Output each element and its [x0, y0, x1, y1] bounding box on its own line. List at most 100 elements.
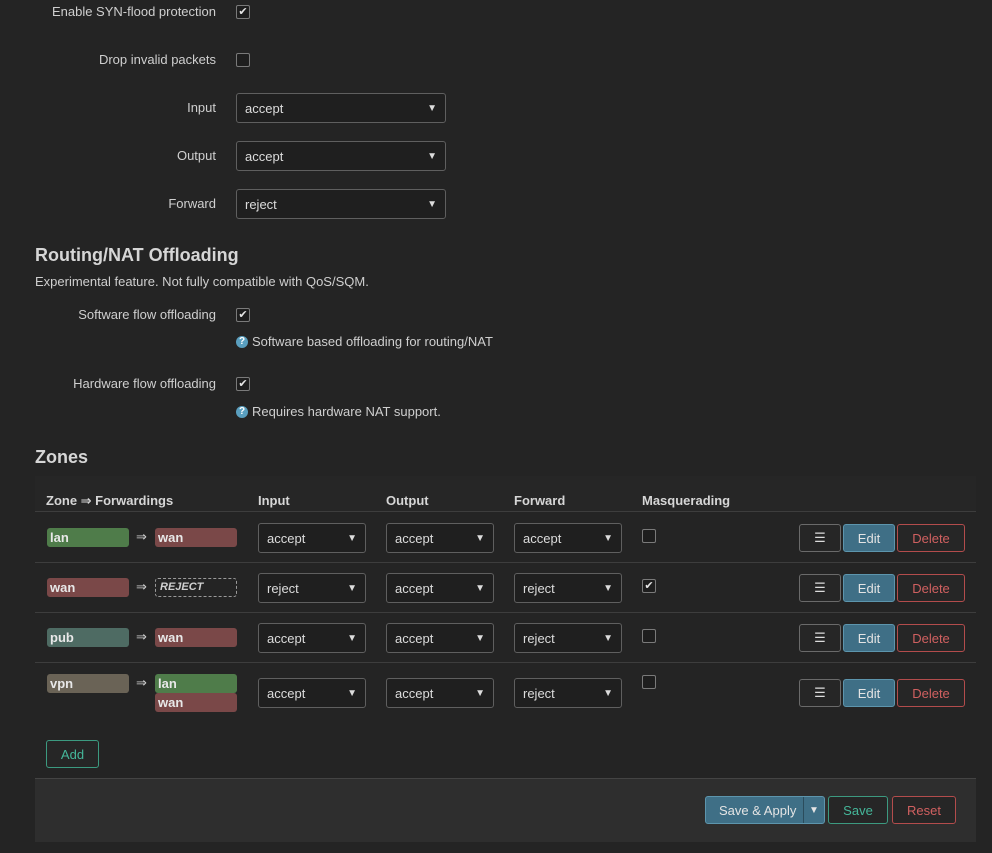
delete-zone-button[interactable]: Delete [897, 679, 965, 707]
forward-arrow-icon: ⇒ [136, 675, 147, 690]
caret-down-icon[interactable]: ▼ [803, 797, 824, 823]
col-zone-forwardings: Zone ⇒ Forwardings [46, 493, 174, 508]
edit-zone-button[interactable]: Edit [843, 524, 895, 552]
chevron-down-icon: ▼ [347, 532, 357, 544]
forward-policy-select[interactable]: reject ▼ [236, 189, 446, 219]
reset-button[interactable]: Reset [892, 796, 956, 824]
menu-icon[interactable]: ☰ [799, 624, 841, 652]
zone-forward-select[interactable]: reject ▼ [514, 623, 622, 653]
software-offloading-help-text: Software based offloading for routing/NA… [252, 334, 493, 349]
drop-invalid-checkbox[interactable] [236, 53, 250, 67]
zone-badge: pub [47, 628, 129, 647]
zones-table-header [35, 476, 976, 512]
output-policy-select[interactable]: accept ▼ [236, 141, 446, 171]
forward-target-badge: wan [155, 528, 237, 547]
masquerading-checkbox[interactable] [642, 629, 656, 643]
row-divider [35, 562, 976, 563]
chevron-down-icon: ▼ [603, 687, 613, 699]
menu-icon[interactable]: ☰ [799, 524, 841, 552]
col-input: Input [258, 493, 290, 508]
col-output: Output [386, 493, 429, 508]
output-policy-label: Output [176, 148, 216, 163]
zone-output-select[interactable]: accept ▼ [386, 678, 494, 708]
zone-forward-select-value: accept [523, 530, 562, 546]
zone-output-select[interactable]: accept ▼ [386, 573, 494, 603]
zone-output-select[interactable]: accept ▼ [386, 623, 494, 653]
syn-flood-label: Enable SYN-flood protection [51, 4, 216, 19]
zone-forward-select[interactable]: reject ▼ [514, 573, 622, 603]
chevron-down-icon: ▼ [603, 632, 613, 644]
edit-zone-button[interactable]: Edit [843, 624, 895, 652]
zone-output-select-value: accept [395, 580, 434, 596]
chevron-down-icon: ▼ [603, 582, 613, 594]
zones-title: Zones [35, 447, 89, 467]
zone-output-select-value: accept [395, 685, 434, 701]
forward-arrow-icon: ⇒ [136, 629, 147, 644]
chevron-down-icon: ▼ [347, 582, 357, 594]
chevron-down-icon: ▼ [475, 532, 485, 544]
zone-output-select-value: accept [395, 630, 434, 646]
zone-input-select-value: reject [267, 580, 299, 596]
row-divider [35, 662, 976, 663]
chevron-down-icon: ▼ [475, 687, 485, 699]
zone-output-select[interactable]: accept ▼ [386, 523, 494, 553]
output-policy-value: accept [245, 148, 284, 164]
chevron-down-icon: ▼ [427, 198, 437, 210]
chevron-down-icon: ▼ [603, 532, 613, 544]
software-offloading-checkbox[interactable]: ✔ [236, 308, 250, 322]
forward-target-badge: REJECT [155, 578, 237, 597]
zone-badge: wan [47, 578, 129, 597]
drop-invalid-label: Drop invalid packets [98, 52, 216, 67]
offloading-title: Routing/NAT Offloading [35, 245, 239, 265]
save-apply-button[interactable]: Save & Apply ▼ [705, 796, 825, 824]
chevron-down-icon: ▼ [347, 687, 357, 699]
chevron-down-icon: ▼ [475, 632, 485, 644]
zone-forward-select-value: reject [523, 630, 555, 646]
zone-output-select-value: accept [395, 530, 434, 546]
syn-flood-checkbox[interactable]: ✔ [236, 5, 250, 19]
hardware-offloading-help: ? Requires hardware NAT support. [236, 404, 441, 419]
col-forward: Forward [514, 493, 566, 508]
offloading-description: Experimental feature. Not fully compatib… [35, 274, 369, 289]
forward-policy-value: reject [245, 196, 277, 212]
input-policy-select[interactable]: accept ▼ [236, 93, 446, 123]
chevron-down-icon: ▼ [427, 102, 437, 114]
masquerading-checkbox[interactable]: ✔ [642, 579, 656, 593]
zone-input-select[interactable]: accept ▼ [258, 523, 366, 553]
zone-input-select[interactable]: accept ▼ [258, 678, 366, 708]
forward-target-badge: lan [155, 674, 237, 693]
masquerading-checkbox[interactable] [642, 529, 656, 543]
forward-arrow-icon: ⇒ [136, 579, 147, 594]
menu-icon[interactable]: ☰ [799, 574, 841, 602]
zone-forward-select[interactable]: accept ▼ [514, 523, 622, 553]
input-policy-value: accept [245, 100, 284, 116]
edit-zone-button[interactable]: Edit [843, 574, 895, 602]
masquerading-checkbox[interactable] [642, 675, 656, 689]
add-zone-button[interactable]: Add [46, 740, 99, 768]
zone-input-select-value: accept [267, 685, 306, 701]
delete-zone-button[interactable]: Delete [897, 574, 965, 602]
forward-target-badge: wan [155, 628, 237, 647]
menu-icon[interactable]: ☰ [799, 679, 841, 707]
zone-badge: lan [47, 528, 129, 547]
zone-forward-select-value: reject [523, 580, 555, 596]
save-button[interactable]: Save [828, 796, 888, 824]
zone-input-select[interactable]: reject ▼ [258, 573, 366, 603]
forward-target-badge: wan [155, 693, 237, 712]
zone-input-select-value: accept [267, 530, 306, 546]
zone-badge: vpn [47, 674, 129, 693]
edit-zone-button[interactable]: Edit [843, 679, 895, 707]
delete-zone-button[interactable]: Delete [897, 624, 965, 652]
zone-forward-select-value: reject [523, 685, 555, 701]
save-apply-label: Save & Apply [719, 802, 797, 818]
delete-zone-button[interactable]: Delete [897, 524, 965, 552]
hardware-offloading-checkbox[interactable]: ✔ [236, 377, 250, 391]
chevron-down-icon: ▼ [427, 150, 437, 162]
zone-input-select[interactable]: accept ▼ [258, 623, 366, 653]
zone-forward-select[interactable]: reject ▼ [514, 678, 622, 708]
help-icon: ? [236, 335, 248, 348]
zone-input-select-value: accept [267, 630, 306, 646]
col-masquerading: Masquerading [642, 493, 731, 508]
input-policy-label: Input [187, 100, 216, 115]
row-divider [35, 612, 976, 613]
